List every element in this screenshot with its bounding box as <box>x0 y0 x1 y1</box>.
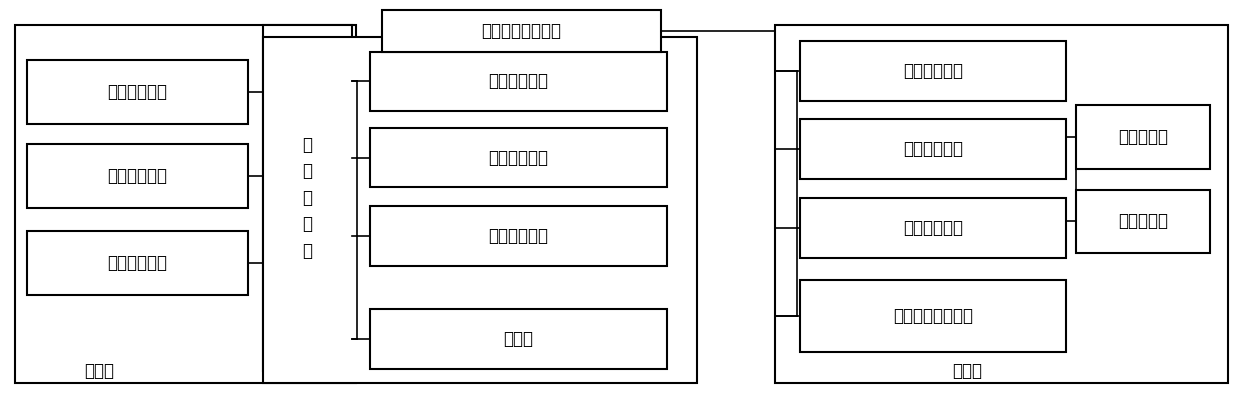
Text: 历史数据库: 历史数据库 <box>1118 213 1168 230</box>
Text: 实时数据库: 实时数据库 <box>1118 128 1168 146</box>
Text: 显示屏: 显示屏 <box>503 330 533 348</box>
Bar <box>382 10 661 52</box>
Bar <box>15 25 356 383</box>
Bar <box>800 280 1066 352</box>
Bar <box>370 206 667 266</box>
Bar <box>800 41 1066 101</box>
Bar <box>775 25 1228 383</box>
Bar <box>1076 190 1210 253</box>
Bar <box>27 231 248 295</box>
Text: 数据记录提取模块: 数据记录提取模块 <box>893 307 973 325</box>
Bar <box>263 25 352 371</box>
Bar <box>263 37 697 383</box>
Bar <box>800 198 1066 258</box>
Bar <box>27 144 248 208</box>
Bar <box>370 309 667 369</box>
Text: 人机交互模块: 人机交互模块 <box>108 83 167 101</box>
Bar <box>1076 105 1210 169</box>
Bar <box>370 52 667 111</box>
Text: 图形绘制模块: 图形绘制模块 <box>489 73 548 90</box>
Text: 数据定位模块: 数据定位模块 <box>903 219 963 236</box>
Text: 数据整理模块: 数据整理模块 <box>903 62 963 80</box>
Text: 客户端: 客户端 <box>84 362 114 380</box>
Text: 目标数据采集模块: 目标数据采集模块 <box>481 22 562 40</box>
Text: 数据挖掘模块: 数据挖掘模块 <box>108 167 167 185</box>
Text: 中
央
处
理
器: 中 央 处 理 器 <box>303 136 312 260</box>
Text: 仿真分析模块: 仿真分析模块 <box>489 227 548 245</box>
Text: 服务器: 服务器 <box>952 362 982 380</box>
Bar <box>800 119 1066 179</box>
Text: 数据分析模块: 数据分析模块 <box>108 254 167 272</box>
Bar <box>370 128 667 187</box>
Bar <box>27 60 248 124</box>
Text: 数据审核模块: 数据审核模块 <box>903 140 963 158</box>
Text: 回归计算模块: 回归计算模块 <box>489 149 548 166</box>
